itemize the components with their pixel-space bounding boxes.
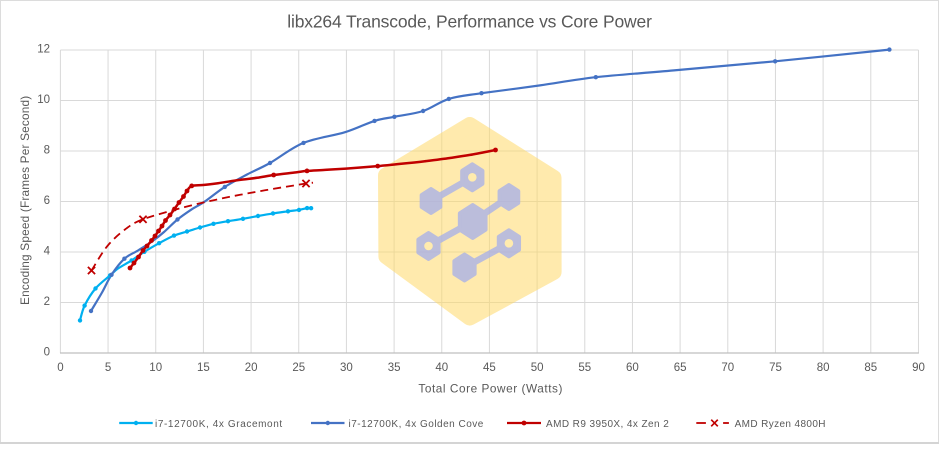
svg-text:40: 40 [435, 362, 448, 374]
svg-text:Total Core Power (Watts): Total Core Power (Watts) [418, 382, 563, 396]
svg-text:85: 85 [864, 362, 877, 374]
svg-text:90: 90 [912, 362, 925, 374]
svg-text:25: 25 [292, 362, 305, 374]
svg-text:6: 6 [44, 195, 50, 207]
svg-text:45: 45 [483, 362, 496, 374]
svg-text:10: 10 [37, 94, 50, 106]
svg-text:70: 70 [721, 362, 734, 374]
svg-text:20: 20 [245, 362, 258, 374]
svg-text:60: 60 [626, 362, 639, 374]
svg-text:0: 0 [57, 362, 63, 374]
svg-text:75: 75 [769, 362, 782, 374]
svg-text:30: 30 [340, 362, 353, 374]
svg-text:i7-12700K, 4x Gracemont: i7-12700K, 4x Gracemont [155, 419, 283, 430]
svg-text:5: 5 [105, 362, 111, 374]
svg-text:2: 2 [44, 296, 50, 308]
svg-text:AMD Ryzen 4800H: AMD Ryzen 4800H [735, 419, 826, 430]
svg-text:0: 0 [44, 346, 50, 358]
svg-text:libx264 Transcode, Performance: libx264 Transcode, Performance vs Core P… [287, 12, 652, 32]
svg-text:12: 12 [37, 43, 50, 55]
svg-text:35: 35 [388, 362, 401, 374]
svg-text:65: 65 [674, 362, 687, 374]
svg-text:4: 4 [44, 245, 51, 257]
svg-text:AMD R9 3950X, 4x Zen 2: AMD R9 3950X, 4x Zen 2 [546, 419, 669, 430]
svg-text:55: 55 [578, 362, 591, 374]
svg-text:i7-12700K, 4x Golden Cove: i7-12700K, 4x Golden Cove [349, 419, 484, 430]
svg-text:8: 8 [44, 144, 50, 156]
svg-text:10: 10 [149, 362, 162, 374]
svg-text:Encoding Speed (Frames Per Sec: Encoding Speed (Frames Per Second) [18, 96, 32, 305]
svg-text:50: 50 [531, 362, 544, 374]
svg-text:15: 15 [197, 362, 210, 374]
svg-text:80: 80 [817, 362, 830, 374]
